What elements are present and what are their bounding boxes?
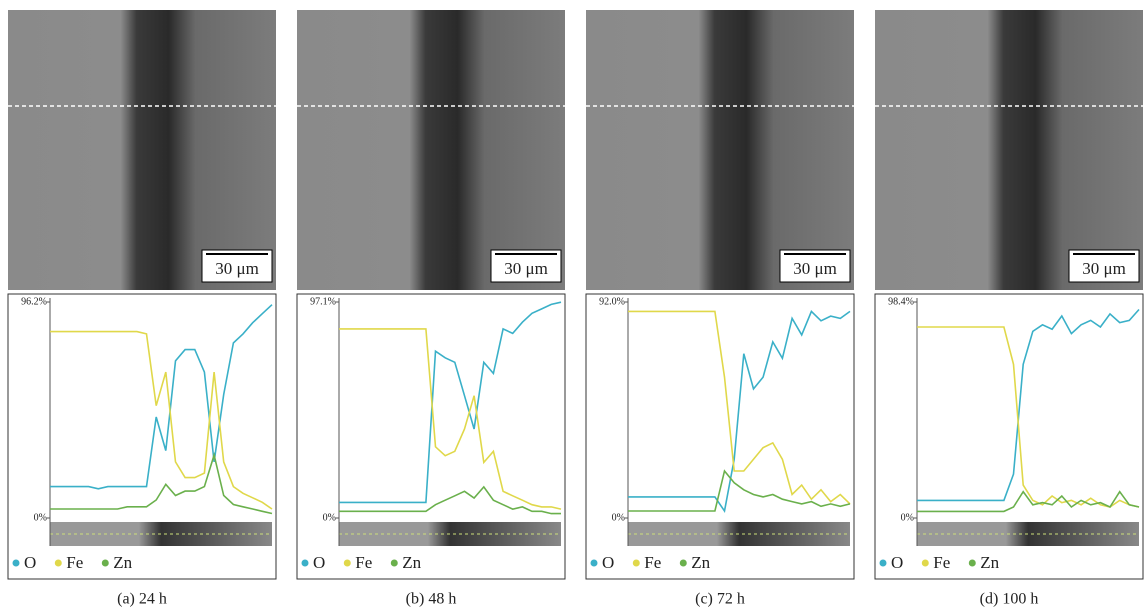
y-tick-label: 0% [612, 512, 625, 523]
y-tick-label: 97.1% [310, 296, 336, 307]
y-tick-label: 96.2% [21, 296, 47, 307]
scale-bar-label: 30 μm [1082, 259, 1126, 278]
legend-label: Fe [644, 553, 661, 572]
legend-marker [591, 560, 598, 567]
legend-label: Zn [691, 553, 710, 572]
caption: (c) 72 h [695, 591, 745, 608]
sem-image [8, 10, 276, 290]
legend-label: Zn [113, 553, 132, 572]
sem-image [875, 10, 1143, 290]
legend-label: O [891, 553, 903, 572]
legend-label: Fe [355, 553, 372, 572]
sem-image [297, 10, 565, 290]
legend-label: O [602, 553, 614, 572]
legend-label: Zn [402, 553, 421, 572]
legend-marker [633, 560, 640, 567]
caption: (b) 48 h [406, 591, 457, 608]
legend-marker [880, 560, 887, 567]
y-tick-label: 0% [901, 512, 914, 523]
page: 30 μm 96.2% 0% O Fe Zn (a) 24 h 30 μm 97.1% 0% O Fe… [0, 0, 1144, 613]
legend-label: O [313, 553, 325, 572]
scale-bar-label: 30 μm [504, 259, 548, 278]
legend-marker [922, 560, 929, 567]
legend-marker [391, 560, 398, 567]
legend-marker [344, 560, 351, 567]
legend-marker [102, 560, 109, 567]
legend-marker [13, 560, 20, 567]
legend-marker [55, 560, 62, 567]
figure: 30 μm 96.2% 0% O Fe Zn (a) 24 h 30 μm 97.1% 0% O Fe… [0, 0, 1144, 613]
y-tick-label: 92.0% [599, 296, 625, 307]
legend-label: Fe [66, 553, 83, 572]
y-tick-label: 0% [34, 512, 47, 523]
legend-label: Fe [933, 553, 950, 572]
legend-marker [969, 560, 976, 567]
scale-bar-label: 30 μm [793, 259, 837, 278]
y-tick-label: 0% [323, 512, 336, 523]
y-tick-label: 98.4% [888, 296, 914, 307]
sem-image [586, 10, 854, 290]
caption: (d) 100 h [980, 591, 1039, 608]
scale-bar-label: 30 μm [215, 259, 259, 278]
legend-marker [302, 560, 309, 567]
legend-marker [680, 560, 687, 567]
caption: (a) 24 h [117, 591, 167, 608]
legend-label: O [24, 553, 36, 572]
legend-label: Zn [980, 553, 999, 572]
